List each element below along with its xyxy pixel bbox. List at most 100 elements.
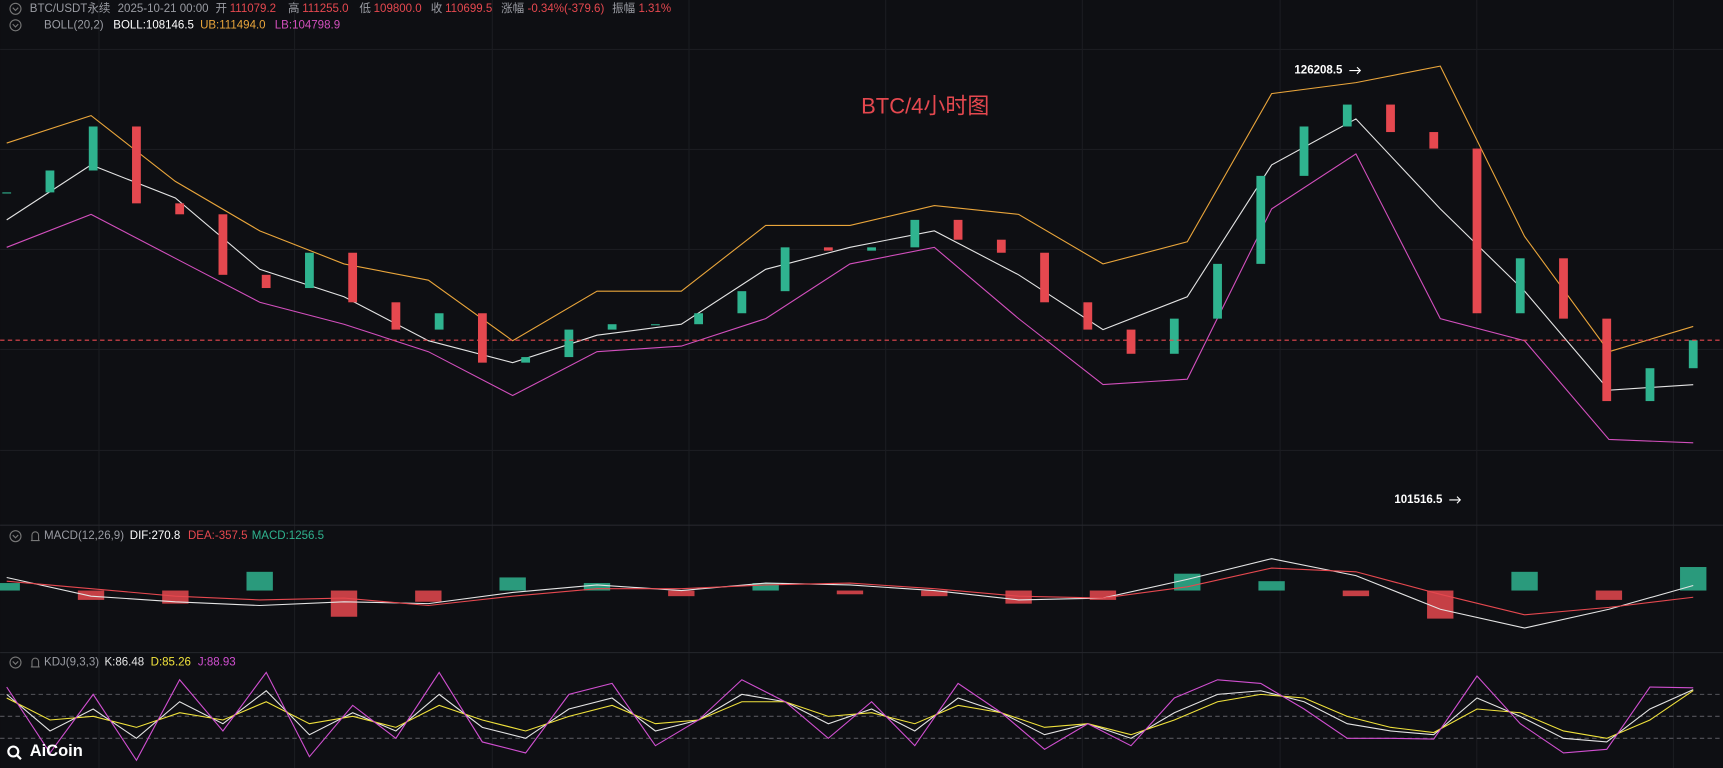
candle [1645, 368, 1655, 402]
boll-line [6, 153, 1694, 444]
candle [1559, 258, 1568, 319]
extreme-label: 101516.5 [1394, 494, 1443, 506]
header-high-label: 高 [288, 1, 300, 15]
macd-bar [1005, 590, 1032, 604]
macd-bar [1511, 571, 1538, 591]
legend-entry: LB:104798.9 [275, 19, 340, 31]
candle [175, 203, 185, 215]
legend-entry: J:88.93 [198, 657, 236, 669]
legend-entry: MACD:1256.5 [252, 530, 324, 542]
macd-bar [752, 583, 779, 591]
candle [737, 291, 747, 314]
candle [694, 313, 704, 325]
macd-bar [330, 590, 358, 617]
candle [305, 252, 314, 289]
extreme-label: 126208.5 [1294, 65, 1343, 77]
logo: AiCoin [7, 742, 83, 760]
macd-bar [1427, 590, 1454, 619]
macd-bar [1595, 590, 1623, 600]
header-datetime: 2025-10-21 00:00 [118, 3, 209, 15]
candle [261, 274, 271, 289]
candle [348, 252, 358, 303]
candle [1299, 126, 1309, 176]
candle [1040, 252, 1049, 303]
macd-bar [1089, 590, 1117, 600]
indicator-name: KDJ(9,3,3) [44, 657, 99, 669]
macd-bar [668, 590, 695, 597]
macd-bar [499, 577, 526, 591]
candle [1386, 104, 1395, 133]
boll-line [6, 118, 1694, 391]
macd-bar [415, 590, 442, 602]
indicator-name: BOLL(20,2) [44, 19, 104, 31]
candle [1126, 329, 1136, 354]
header-close-label: 收 [431, 1, 443, 15]
candle [2, 192, 12, 194]
extreme-arrow [1349, 66, 1362, 75]
candle [996, 239, 1006, 253]
candle [1342, 104, 1352, 127]
legend-entry: DIF:270.8 [130, 530, 181, 542]
macd-bar [921, 590, 948, 597]
candle [867, 247, 876, 251]
chart-title: BTC/4小时图 [861, 93, 989, 118]
candle [1472, 148, 1482, 314]
legend-entry: UB:111494.0 [200, 19, 266, 31]
candle [1083, 302, 1093, 330]
candle [910, 219, 920, 248]
boll-line [6, 65, 1694, 353]
candle [1213, 263, 1222, 319]
header-change-label: 涨幅 [501, 1, 524, 15]
extreme-arrow [1449, 496, 1462, 504]
header-symbol: BTC/USDT永续 [30, 1, 111, 15]
legend-entry: DEA:-357.5 [188, 530, 248, 542]
legend-entry: D:85.26 [151, 657, 191, 669]
legend-entry: BOLL:108146.5 [113, 19, 194, 31]
macd-bar [0, 583, 20, 591]
candle [1169, 318, 1179, 354]
header-change: -0.34%(-379.6) [527, 3, 604, 15]
candle [1602, 318, 1612, 402]
legend-entry: K:86.48 [104, 657, 144, 669]
candle [434, 313, 444, 330]
candle [132, 126, 141, 204]
candle [823, 247, 833, 251]
candle [477, 313, 487, 363]
candle [607, 324, 617, 330]
candle [521, 357, 531, 363]
candle [780, 247, 790, 292]
macd-bar [162, 590, 189, 604]
header-amplitude: 1.31% [638, 3, 671, 15]
candle [1688, 340, 1698, 369]
kdj-line [6, 671, 1694, 762]
header-low: 109800.0 [374, 3, 422, 15]
candle [1429, 132, 1439, 149]
header-amplitude-label: 振幅 [612, 1, 635, 15]
candle [88, 126, 98, 171]
macd-bar [77, 590, 105, 600]
macd-bar [583, 583, 611, 591]
header-open: 111079.2 [230, 3, 276, 15]
macd-bar [246, 571, 273, 591]
candle [650, 324, 660, 326]
macd-line [6, 558, 1694, 629]
candle [218, 214, 228, 275]
macd-bar [1342, 590, 1370, 597]
pane-icons[interactable] [9, 2, 40, 669]
candle [564, 329, 574, 358]
candle [45, 170, 55, 193]
candle [391, 302, 401, 330]
logo-text: AiCoin [30, 742, 83, 760]
macd-bar [1258, 581, 1285, 591]
candle [953, 219, 963, 240]
kdj-line [6, 690, 1694, 739]
macd-line [6, 567, 1694, 616]
indicator-name: MACD(12,26,9) [44, 530, 124, 542]
candle [1515, 258, 1525, 314]
header-high: 111255.0 [302, 3, 348, 15]
macd-bar [836, 590, 864, 595]
